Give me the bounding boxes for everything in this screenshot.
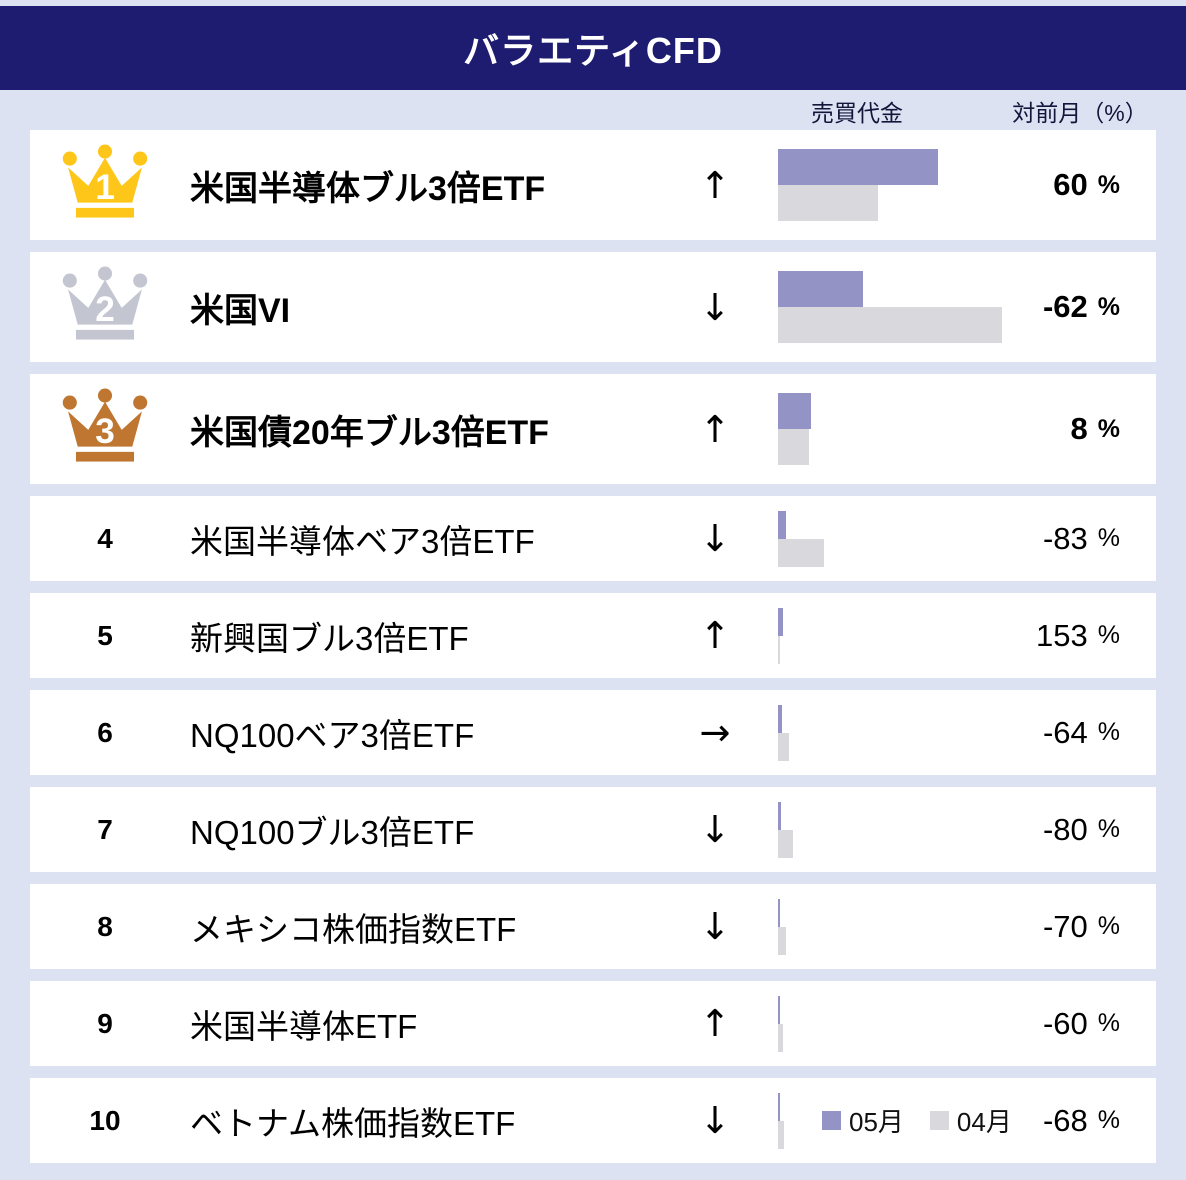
ranking-row-2: 2 米国VI ↓ -62 % [30, 252, 1156, 362]
instrument-name: 米国VI [190, 291, 291, 330]
bar-may [778, 704, 782, 733]
mom-value: 8 % [1070, 411, 1120, 446]
ranking-row-6: 6 NQ100ベア3倍ETF → -64 % [30, 690, 1156, 775]
column-header-mom: 対前月（%） [1012, 100, 1148, 126]
bar-apr [778, 829, 793, 858]
instrument-name: 米国債20年ブル3倍ETF [190, 413, 549, 452]
mom-value: -80 % [1042, 811, 1120, 847]
rank-number: 7 [97, 813, 113, 845]
bar-may [778, 510, 786, 539]
silver-crown-icon: 2 [62, 266, 148, 340]
ranking-row-7: 7 NQ100ブル3倍ETF ↓ -80 % [30, 787, 1156, 872]
instrument-name: 新興国ブル3倍ETF [190, 619, 469, 657]
rank-cell: 1 [30, 130, 180, 240]
rank-number: 6 [97, 716, 113, 748]
legend-item-apr: 04月 [929, 1102, 1012, 1139]
volume-bars [778, 884, 1028, 969]
mom-value: -60 % [1042, 1005, 1120, 1041]
bar-may [778, 393, 811, 429]
bronze-crown-icon: 3 [62, 388, 148, 462]
chart-legend: 05月 04月 [822, 1078, 1012, 1163]
bar-apr [778, 635, 780, 664]
bar-may [778, 801, 781, 830]
volume-bars [778, 374, 1028, 484]
ranking-row-4: 4 米国半導体ベア3倍ETF ↓ -83 % [30, 496, 1156, 581]
column-headers: 売買代金 対前月（%） [0, 90, 1186, 128]
trend-up-icon: ↑ [699, 407, 731, 451]
ranking-row-10: 10 ベトナム株価指数ETF ↓ 05月 04月 -68 % [30, 1078, 1156, 1163]
svg-text:2: 2 [95, 290, 115, 329]
ranking-list: 1 米国半導体ブル3倍ETF ↑ 60 % 2 米国VI ↓ [0, 128, 1186, 1163]
bar-may [778, 1092, 780, 1121]
mom-value: -62 % [1042, 289, 1120, 324]
bar-apr [778, 538, 824, 567]
rank-number: 4 [97, 522, 113, 554]
page-title: バラエティCFD [463, 30, 723, 71]
bar-may [778, 995, 780, 1024]
trend-down-icon: ↓ [699, 905, 731, 948]
mom-value: -64 % [1042, 714, 1120, 750]
volume-bars [778, 690, 1028, 775]
ranking-row-9: 9 米国半導体ETF ↑ -60 % [30, 981, 1156, 1066]
may-swatch-icon [822, 1111, 841, 1130]
volume-bars [778, 593, 1028, 678]
trend-flat-icon: → [699, 711, 731, 754]
instrument-name: ベトナム株価指数ETF [190, 1104, 516, 1142]
instrument-name: 米国半導体ETF [190, 1007, 418, 1045]
bar-may [778, 149, 938, 185]
trend-up-icon: ↑ [699, 1002, 731, 1045]
mom-value: 153 % [1036, 617, 1120, 653]
instrument-name: 米国半導体ブル3倍ETF [190, 169, 546, 208]
rank-number: 8 [97, 910, 113, 942]
svg-text:3: 3 [95, 412, 115, 451]
mom-value: -70 % [1042, 908, 1120, 944]
ranking-row-8: 8 メキシコ株価指数ETF ↓ -70 % [30, 884, 1156, 969]
bar-apr [778, 926, 786, 955]
ranking-row-5: 5 新興国ブル3倍ETF ↑ 153 % [30, 593, 1156, 678]
mom-value: 60 % [1053, 167, 1120, 202]
instrument-name: メキシコ株価指数ETF [190, 910, 517, 948]
rank-number: 10 [89, 1104, 121, 1136]
bar-apr [778, 1120, 785, 1149]
column-header-volume: 売買代金 [811, 100, 903, 126]
title-bar: バラエティCFD [0, 6, 1186, 90]
trend-up-icon: ↑ [699, 163, 731, 207]
volume-bars [778, 981, 1028, 1066]
trend-down-icon: ↓ [699, 808, 731, 851]
bar-may [778, 607, 783, 636]
rank-cell: 3 [30, 374, 180, 484]
bar-apr [778, 429, 809, 465]
trend-up-icon: ↑ [699, 614, 731, 657]
mom-value: -68 % [1042, 1102, 1120, 1138]
ranking-row-3: 3 米国債20年ブル3倍ETF ↑ 8 % [30, 374, 1156, 484]
volume-bars [778, 1078, 1028, 1163]
bar-may [778, 271, 863, 307]
volume-bars [778, 787, 1028, 872]
svg-text:1: 1 [95, 168, 115, 207]
volume-bars [778, 252, 1028, 362]
apr-swatch-icon [929, 1111, 949, 1130]
instrument-name: 米国半導体ベア3倍ETF [190, 522, 535, 560]
ranking-row-1: 1 米国半導体ブル3倍ETF ↑ 60 % [30, 130, 1156, 240]
bar-apr [778, 732, 789, 761]
legend-item-may: 05月 [822, 1102, 904, 1139]
trend-down-icon: ↓ [699, 517, 731, 560]
bar-apr [778, 1023, 783, 1052]
bar-apr [778, 307, 1002, 343]
volume-bars [778, 130, 1028, 240]
mom-value: -83 % [1042, 520, 1120, 556]
rank-cell: 2 [30, 252, 180, 362]
bar-apr [778, 185, 878, 221]
volume-bars [778, 496, 1028, 581]
gold-crown-icon: 1 [62, 144, 148, 218]
rank-number: 9 [97, 1007, 113, 1039]
instrument-name: NQ100ブル3倍ETF [190, 813, 475, 851]
instrument-name: NQ100ベア3倍ETF [190, 716, 475, 754]
trend-down-icon: ↓ [699, 1099, 731, 1142]
trend-down-icon: ↓ [699, 285, 731, 329]
rank-number: 5 [97, 619, 113, 651]
bar-may [778, 898, 781, 927]
